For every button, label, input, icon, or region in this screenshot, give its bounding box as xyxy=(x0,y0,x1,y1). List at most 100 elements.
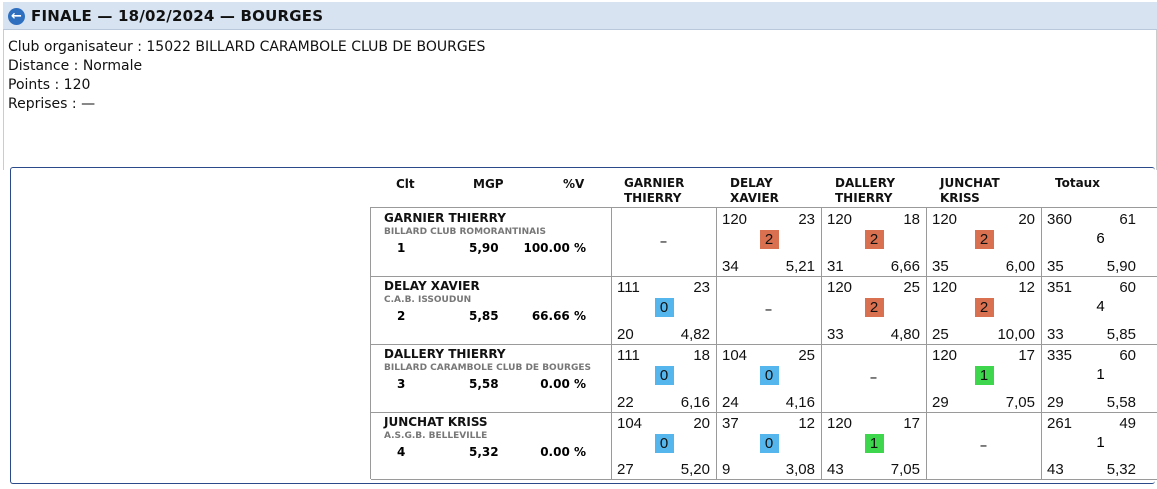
total-match-points: 1 xyxy=(1096,434,1105,451)
player-cell: JUNCHAT KRISS A.S.G.B. BELLEVILLE 4 5,32 0.0… xyxy=(371,412,612,480)
player-name: JUNCHAT KRISS xyxy=(384,415,488,429)
header-mgp: MGP xyxy=(473,177,504,191)
self-cell: – xyxy=(926,412,1042,480)
total-high-run: 33 xyxy=(1047,326,1064,343)
player-cell: DALLERY THIERRY BILLARD CARAMBOLE CLUB DE… xyxy=(371,344,612,413)
match-innings: 17 xyxy=(903,415,920,432)
total-average: 5,32 xyxy=(1106,461,1136,478)
player-mgp: 5,90 xyxy=(469,241,499,255)
total-average: 5,85 xyxy=(1106,326,1136,343)
match-average: 7,05 xyxy=(1005,394,1035,411)
reprises: Reprises : — xyxy=(8,96,96,112)
player-rank: 1 xyxy=(397,241,406,255)
match-result-badge: 0 xyxy=(654,298,674,317)
match-cell: 120 20 2 35 6,00 xyxy=(926,208,1042,277)
match-points: 120 xyxy=(827,415,853,432)
match-average: 4,16 xyxy=(785,394,815,411)
header-totals: Totaux xyxy=(1055,176,1100,190)
self-cell: – xyxy=(716,276,822,345)
match-cell: 37 12 0 9 3,08 xyxy=(716,412,822,480)
results-table: GARNIER THIERRY BILLARD CLUB ROMORANTINAI… xyxy=(370,207,1157,480)
match-result-badge: 1 xyxy=(974,366,994,385)
no-match: – xyxy=(659,232,668,250)
match-innings: 18 xyxy=(693,347,710,364)
match-result-badge: 2 xyxy=(974,230,994,249)
match-average: 4,82 xyxy=(680,326,710,343)
match-innings: 12 xyxy=(798,415,815,432)
match-high-run: 9 xyxy=(722,461,731,478)
match-result-badge: 2 xyxy=(864,230,884,249)
match-cell: 120 17 1 43 7,05 xyxy=(821,412,927,480)
match-points: 104 xyxy=(722,347,748,364)
competition-info: Club organisateur : 15022 BILLARD CARAMB… xyxy=(8,38,485,114)
totals-cell: 351 60 4 33 5,85 xyxy=(1041,276,1157,345)
points: Points : 120 xyxy=(8,77,91,93)
match-high-run: 20 xyxy=(617,326,634,343)
header-pct: %V xyxy=(563,177,585,191)
match-result-badge: 0 xyxy=(759,366,779,385)
match-high-run: 33 xyxy=(827,326,844,343)
match-innings: 18 xyxy=(903,211,920,228)
no-match: – xyxy=(869,368,878,386)
match-points: 104 xyxy=(617,415,643,432)
player-cell: DELAY XAVIER C.A.B. ISSOUDUN 2 5,85 66.66 % xyxy=(371,276,612,345)
player-rank: 4 xyxy=(397,445,406,459)
arrow-left-circle-icon[interactable]: ← xyxy=(8,8,25,25)
match-average: 7,05 xyxy=(890,461,920,478)
match-points: 120 xyxy=(932,279,958,296)
player-pct: 66.66 % xyxy=(531,309,586,323)
total-innings: 60 xyxy=(1119,279,1136,296)
page-title: FINALE — 18/02/2024 — BOURGES xyxy=(31,7,324,25)
player-name: DALLERY THIERRY xyxy=(384,347,506,361)
match-innings: 25 xyxy=(903,279,920,296)
match-cell: 111 23 0 20 4,82 xyxy=(611,276,717,345)
player-rank: 3 xyxy=(397,377,406,391)
totals-cell: 360 61 6 35 5,90 xyxy=(1041,208,1157,277)
player-club: BILLARD CARAMBOLE CLUB DE BOURGES xyxy=(384,363,591,373)
match-high-run: 43 xyxy=(827,461,844,478)
match-points: 111 xyxy=(617,347,640,364)
player-mgp: 5,85 xyxy=(469,309,499,323)
match-high-run: 22 xyxy=(617,394,634,411)
player-name: GARNIER THIERRY xyxy=(384,211,506,225)
header-clt: Clt xyxy=(396,177,415,191)
player-mgp: 5,58 xyxy=(469,377,499,391)
player-mgp: 5,32 xyxy=(469,445,499,459)
player-club: BILLARD CLUB ROMORANTINAIS xyxy=(384,227,546,237)
match-average: 10,00 xyxy=(997,326,1035,343)
match-points: 120 xyxy=(722,211,748,228)
total-points: 360 xyxy=(1047,211,1073,228)
match-average: 5,20 xyxy=(680,461,710,478)
match-innings: 25 xyxy=(798,347,815,364)
match-cell: 120 18 2 31 6,66 xyxy=(821,208,927,277)
total-innings: 60 xyxy=(1119,347,1136,364)
total-average: 5,58 xyxy=(1106,394,1136,411)
match-cell: 104 25 0 24 4,16 xyxy=(716,344,822,413)
total-match-points: 1 xyxy=(1096,366,1105,383)
match-average: 6,00 xyxy=(1005,258,1035,275)
results-panel xyxy=(10,167,1155,484)
match-result-badge: 0 xyxy=(654,434,674,453)
match-high-run: 25 xyxy=(932,326,949,343)
match-points: 120 xyxy=(932,211,958,228)
total-innings: 49 xyxy=(1119,415,1136,432)
header-opponent-1: GARNIER THIERRY xyxy=(624,176,685,205)
totals-cell: 335 60 1 29 5,58 xyxy=(1041,344,1157,413)
match-average: 6,16 xyxy=(680,394,710,411)
player-club: C.A.B. ISSOUDUN xyxy=(384,295,472,305)
player-rank: 2 xyxy=(397,309,406,323)
match-average: 5,21 xyxy=(785,258,815,275)
frame-left xyxy=(3,30,4,170)
total-match-points: 4 xyxy=(1096,298,1105,315)
match-innings: 17 xyxy=(1018,347,1035,364)
totals-cell: 261 49 1 43 5,32 xyxy=(1041,412,1157,480)
player-pct: 100.00 % xyxy=(523,241,586,255)
match-average: 6,66 xyxy=(890,258,920,275)
total-points: 351 xyxy=(1047,279,1073,296)
match-innings: 20 xyxy=(1018,211,1035,228)
total-high-run: 35 xyxy=(1047,258,1064,275)
player-name: DELAY XAVIER xyxy=(384,279,480,293)
match-innings: 23 xyxy=(693,279,710,296)
match-points: 37 xyxy=(722,415,739,432)
total-average: 5,90 xyxy=(1106,258,1136,275)
